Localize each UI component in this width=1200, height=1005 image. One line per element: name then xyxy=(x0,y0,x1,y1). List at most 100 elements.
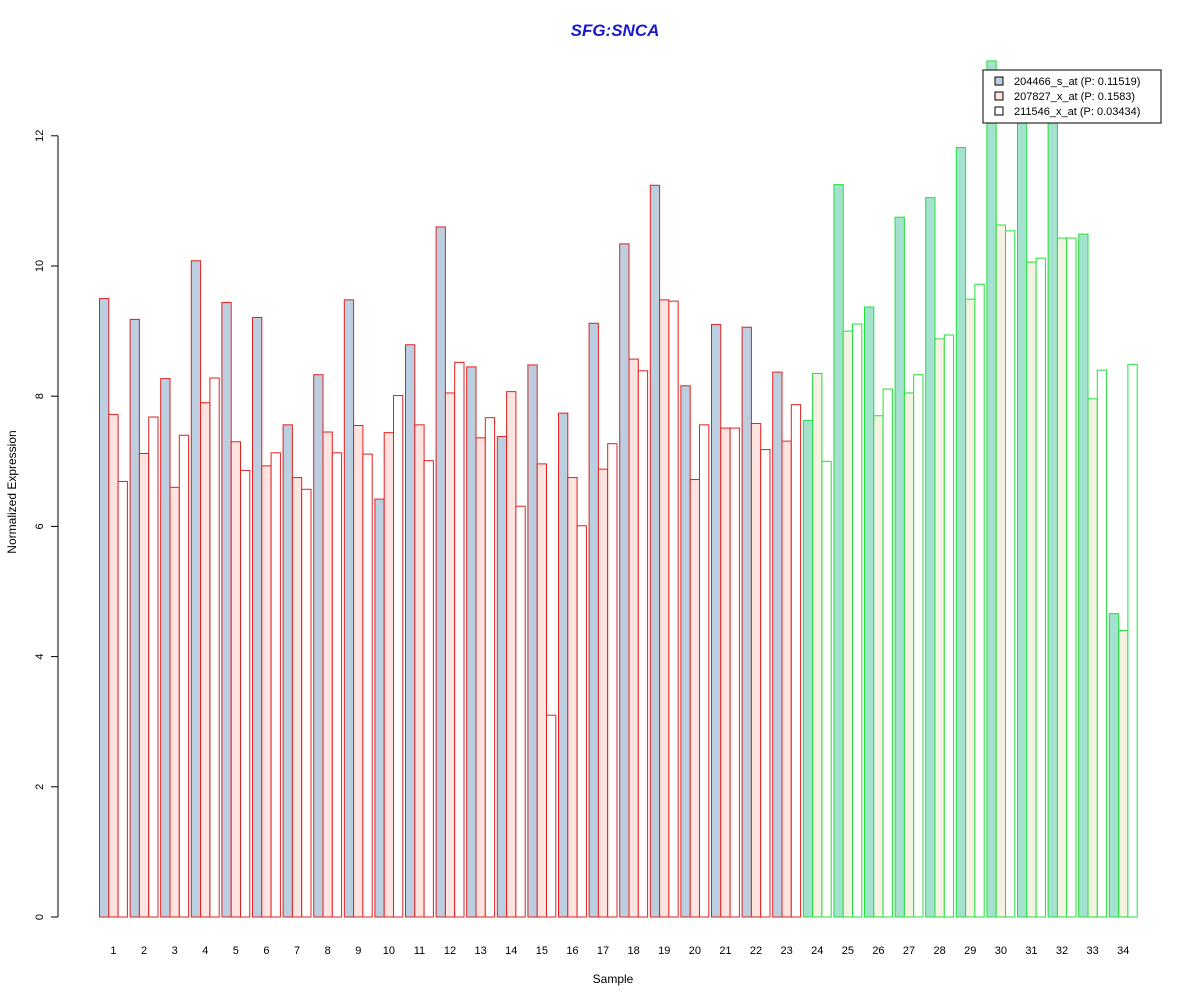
bar-s1-sample-7 xyxy=(282,424,293,918)
bar-s2-sample-20 xyxy=(689,479,701,918)
legend-label-1: 204466_s_at (P: 0.11519) xyxy=(1014,76,1140,88)
bar-s3-sample-1 xyxy=(117,480,128,918)
legend: 204466_s_at (P: 0.11519) 207827_x_at (P: … xyxy=(982,69,1162,124)
bar-s3-sample-31 xyxy=(1035,257,1046,918)
bar-s3-sample-8 xyxy=(331,452,343,918)
x-tick-label: 2 xyxy=(141,945,147,957)
chart-title: SFG:SNCA xyxy=(571,21,660,40)
bar-s2-sample-7 xyxy=(291,477,303,918)
x-tick-labels: 1 2 3 4 5 6 7 8 9 10 11 12 13 14 15 16 17 18 19 20 21 22 23 24 2… xyxy=(110,945,1129,957)
bar-s2-sample-4 xyxy=(200,402,211,918)
x-tick-label: 14 xyxy=(505,945,517,957)
bar-s1-sample-28 xyxy=(925,197,936,918)
bar-s2-sample-22 xyxy=(750,423,762,918)
y-tick-label: 10 xyxy=(34,260,46,272)
bar-s3-sample-7 xyxy=(301,488,312,918)
bar-s2-sample-23 xyxy=(781,440,792,918)
bar-s2-sample-1 xyxy=(108,413,119,918)
bar-s2-sample-24 xyxy=(812,372,823,918)
y-tick-label: 8 xyxy=(34,393,46,399)
x-tick-label: 33 xyxy=(1087,945,1099,957)
x-tick-label: 18 xyxy=(628,945,640,957)
bar-s2-sample-25 xyxy=(842,330,854,918)
bar-s1-sample-6 xyxy=(252,316,263,918)
bar-s2-sample-16 xyxy=(567,477,578,918)
bar-s1-sample-22 xyxy=(741,326,752,918)
x-tick-label: 29 xyxy=(964,945,976,957)
bar-s2-sample-2 xyxy=(138,452,150,918)
legend-swatch-2 xyxy=(994,91,1004,101)
bar-s3-sample-29 xyxy=(974,283,985,918)
bar-s3-sample-27 xyxy=(913,374,924,918)
bar-s1-sample-25 xyxy=(833,184,844,918)
bar-s3-sample-33 xyxy=(1096,369,1108,918)
bar-s2-sample-9 xyxy=(353,424,364,918)
bar-s2-sample-21 xyxy=(720,427,731,918)
y-tick-label: 0 xyxy=(34,914,46,920)
bar-s1-sample-20 xyxy=(680,385,691,918)
bar-s3-sample-24 xyxy=(821,460,832,918)
bar-s1-sample-26 xyxy=(864,306,875,918)
bar-s1-sample-31 xyxy=(1017,120,1028,918)
bar-s1-sample-33 xyxy=(1078,233,1089,918)
bar-s3-sample-2 xyxy=(148,416,159,918)
x-tick-label: 31 xyxy=(1025,945,1037,957)
bar-s1-sample-17 xyxy=(588,322,599,918)
bar-s3-sample-6 xyxy=(270,452,281,918)
bar-s1-sample-27 xyxy=(894,216,905,918)
x-tick-label: 16 xyxy=(566,945,578,957)
bar-s1-sample-21 xyxy=(711,324,722,918)
x-tick-label: 15 xyxy=(536,945,548,957)
bar-s3-sample-22 xyxy=(760,449,771,918)
bar-s3-sample-34 xyxy=(1127,363,1138,918)
x-tick-label: 13 xyxy=(475,945,487,957)
bar-s2-sample-10 xyxy=(383,432,395,918)
bar-s3-sample-4 xyxy=(209,377,220,918)
x-tick-label: 7 xyxy=(294,945,300,957)
bar-s2-sample-26 xyxy=(873,415,884,918)
bar-s1-sample-1 xyxy=(99,298,110,918)
x-tick-label: 21 xyxy=(719,945,731,957)
bar-s3-sample-21 xyxy=(729,427,740,918)
bar-s3-sample-25 xyxy=(852,323,863,918)
bar-s3-sample-13 xyxy=(484,417,496,918)
bar-s2-sample-28 xyxy=(934,338,945,918)
bar-s2-sample-19 xyxy=(659,299,670,918)
y-tick-label: 4 xyxy=(34,654,46,660)
x-tick-label: 22 xyxy=(750,945,762,957)
legend-swatch-1 xyxy=(994,76,1004,86)
x-tick-label: 19 xyxy=(658,945,670,957)
y-tick-label: 2 xyxy=(34,784,46,790)
legend-label-3: 211546_x_at (P: 0.03434) xyxy=(1014,106,1140,118)
bar-s3-sample-23 xyxy=(790,404,802,918)
bar-s2-sample-11 xyxy=(414,424,425,918)
x-tick-label: 1 xyxy=(110,945,116,957)
bar-s1-sample-5 xyxy=(221,301,232,918)
x-tick-label: 9 xyxy=(355,945,361,957)
bar-s2-sample-15 xyxy=(536,463,548,918)
bar-s1-sample-24 xyxy=(802,419,814,918)
bar-s3-sample-3 xyxy=(178,434,190,918)
bar-s1-sample-2 xyxy=(129,318,140,918)
bar-s3-sample-28 xyxy=(943,334,955,918)
bar-s2-sample-3 xyxy=(169,486,180,918)
bar-s1-sample-4 xyxy=(190,260,202,918)
bar-s3-sample-14 xyxy=(515,505,526,918)
bar-s2-sample-13 xyxy=(475,437,486,918)
bar-s2-sample-17 xyxy=(597,468,609,918)
x-tick-label: 27 xyxy=(903,945,915,957)
bar-s2-sample-30 xyxy=(995,224,1007,918)
x-tick-label: 25 xyxy=(842,945,854,957)
bar-s1-sample-15 xyxy=(527,364,538,918)
bar-s1-sample-3 xyxy=(160,378,171,918)
bar-s1-sample-23 xyxy=(772,371,783,918)
bar-s2-sample-14 xyxy=(506,391,517,918)
bar-s1-sample-12 xyxy=(435,226,446,918)
bar-s1-sample-8 xyxy=(313,374,324,918)
x-tick-label: 6 xyxy=(263,945,269,957)
x-axis-label: Sample xyxy=(593,972,634,986)
bar-s3-sample-30 xyxy=(1005,230,1016,918)
bar-s2-sample-29 xyxy=(965,298,976,918)
bar-s1-sample-29 xyxy=(955,147,967,918)
